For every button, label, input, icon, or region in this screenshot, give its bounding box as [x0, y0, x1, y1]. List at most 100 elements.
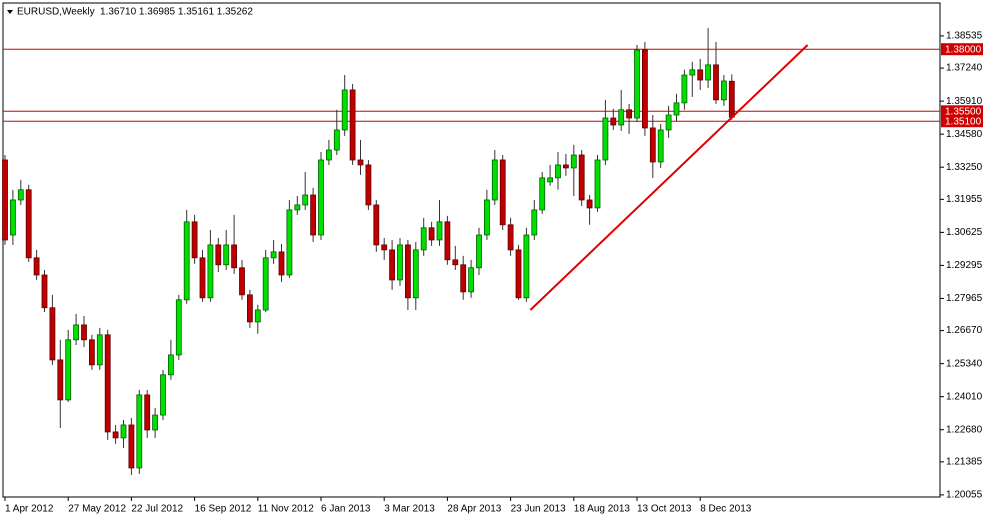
price-label-box — [941, 43, 983, 56]
candle-body — [539, 177, 546, 211]
candle-body — [728, 80, 735, 118]
candle-body — [325, 149, 332, 161]
candle-body — [713, 64, 719, 101]
candle-body — [167, 354, 174, 376]
y-tick-label: 1.22680 — [946, 424, 983, 435]
x-tick-label: 18 Aug 2013 — [574, 504, 631, 515]
candle-body — [515, 249, 522, 299]
candle-body — [49, 307, 56, 361]
candle-body — [618, 109, 625, 126]
candle-body — [523, 234, 530, 299]
candle-body — [112, 431, 119, 439]
candle-body — [231, 244, 238, 269]
x-tick-label: 1 Apr 2012 — [5, 504, 54, 515]
candle-body — [160, 374, 166, 416]
x-tick-label: 3 Mar 2013 — [384, 504, 435, 515]
candle-body — [665, 114, 672, 131]
candle-body — [499, 159, 506, 226]
candle-body — [428, 227, 435, 241]
candle-body — [191, 221, 198, 259]
x-tick-label: 11 Nov 2012 — [258, 504, 314, 515]
candle-body — [128, 424, 135, 469]
candle-body — [199, 257, 206, 299]
candle-body — [262, 257, 269, 311]
price-label: 1.35100 — [945, 116, 982, 127]
candle-body — [25, 189, 32, 259]
candle-body — [578, 154, 585, 201]
plot-frame — [2, 2, 941, 498]
candle-body — [73, 324, 79, 341]
candle-body — [412, 249, 419, 299]
candle-body — [594, 159, 601, 209]
candle-body — [286, 209, 293, 276]
y-tick-label: 1.20055 — [946, 490, 983, 501]
menu-arrow — [7, 10, 13, 14]
candle-body — [215, 244, 222, 266]
candle-body — [507, 224, 514, 251]
candle-body — [136, 394, 143, 469]
candle-body — [333, 129, 340, 151]
y-tick-label: 1.21385 — [946, 456, 983, 467]
candle-body — [33, 257, 40, 276]
candle-body — [697, 69, 704, 81]
candle-body — [57, 359, 64, 401]
candle-body — [318, 159, 324, 236]
candle-body — [254, 309, 261, 323]
candle-body — [17, 189, 24, 201]
candle-body — [65, 339, 72, 401]
candle-body — [302, 194, 309, 206]
candle-body — [310, 194, 317, 236]
candle-body — [436, 221, 443, 241]
y-tick-label: 1.24010 — [946, 391, 983, 402]
candle-body — [349, 89, 356, 161]
candle-body — [294, 204, 301, 211]
candle-body — [246, 294, 253, 323]
x-tick-label: 8 Dec 2013 — [700, 504, 752, 515]
y-tick-label: 1.34580 — [946, 129, 983, 140]
y-tick-label: 1.27965 — [946, 293, 983, 304]
y-tick-label: 1.33250 — [946, 162, 983, 173]
chart-title: EURUSD,Weekly — [17, 7, 95, 18]
candle-body — [586, 199, 593, 209]
candle-body — [365, 164, 372, 206]
candle-body — [563, 164, 569, 169]
candle-body — [183, 221, 190, 301]
x-tick-label: 23 Jun 2013 — [511, 504, 566, 515]
x-tick-label: 28 Apr 2013 — [447, 504, 501, 515]
candle-body — [634, 49, 640, 119]
y-tick-label: 1.29295 — [946, 260, 983, 271]
candle-body — [491, 159, 498, 201]
candle-body — [657, 129, 664, 163]
candle-body — [689, 69, 696, 76]
price-label-box — [941, 105, 983, 118]
candle-body — [278, 251, 285, 276]
y-tick-label: 1.38535 — [946, 31, 983, 42]
candle-body — [420, 227, 427, 251]
candle-body — [357, 159, 364, 166]
candle-body — [610, 117, 617, 126]
candle-body — [389, 249, 396, 281]
candle-body — [239, 267, 245, 296]
x-tick-label: 27 May 2012 — [68, 504, 126, 515]
candle-body — [397, 244, 403, 281]
y-tick-label: 1.30625 — [946, 227, 983, 238]
candle-body — [602, 117, 609, 161]
candle-body — [681, 74, 688, 104]
y-tick-label: 1.35910 — [946, 96, 983, 107]
candle-body — [721, 80, 727, 101]
candle-body — [626, 109, 632, 119]
trend-line — [529, 44, 809, 311]
candle-body — [531, 209, 538, 236]
x-tick-label: 6 Jan 2013 — [321, 504, 371, 515]
candle-body — [341, 89, 348, 131]
candle-body — [81, 324, 87, 341]
candle-body — [555, 164, 561, 179]
chart-subtitle: 1.36710 1.36985 1.35161 1.35262 — [100, 7, 253, 18]
candle-body — [476, 234, 482, 269]
y-tick-label: 1.26670 — [946, 325, 983, 336]
candle-body — [223, 244, 230, 266]
candle-body — [404, 244, 411, 299]
x-tick-label: 16 Sep 2012 — [195, 504, 252, 515]
candle-body — [460, 264, 467, 293]
